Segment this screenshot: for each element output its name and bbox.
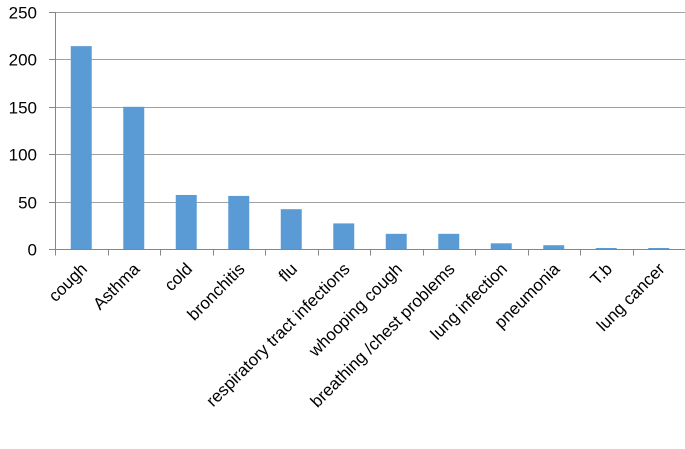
bar [385,233,407,249]
y-tick-label: 100 [9,146,37,165]
x-tick-label: whooping cough [304,259,406,361]
bar [123,106,145,249]
bar [70,46,92,250]
bar [595,248,617,249]
bars [70,46,670,250]
x-tick-label: T.b [587,259,616,288]
bar [228,195,250,249]
x-tick-label: bronchitis [184,259,249,324]
gridlines [55,12,685,203]
y-tick-label: 50 [18,194,37,213]
bar [490,243,512,249]
bar [333,223,355,249]
y-tick-label: 250 [9,4,37,23]
x-tick-label: cough [45,259,91,305]
x-tick-label: cold [161,259,196,294]
bar [280,209,302,249]
axes [49,12,685,256]
bar [648,248,670,249]
x-tick-label: flu [275,259,301,285]
x-tick-label: Asthma [89,259,144,314]
bar [543,245,565,249]
y-tick-label: 0 [28,241,37,260]
y-tick-label: 200 [9,51,37,70]
y-tick-label: 150 [9,99,37,118]
bar [438,233,460,249]
bar [175,194,197,249]
y-tick-labels: 0 50 100 150 200 250 [9,4,37,260]
